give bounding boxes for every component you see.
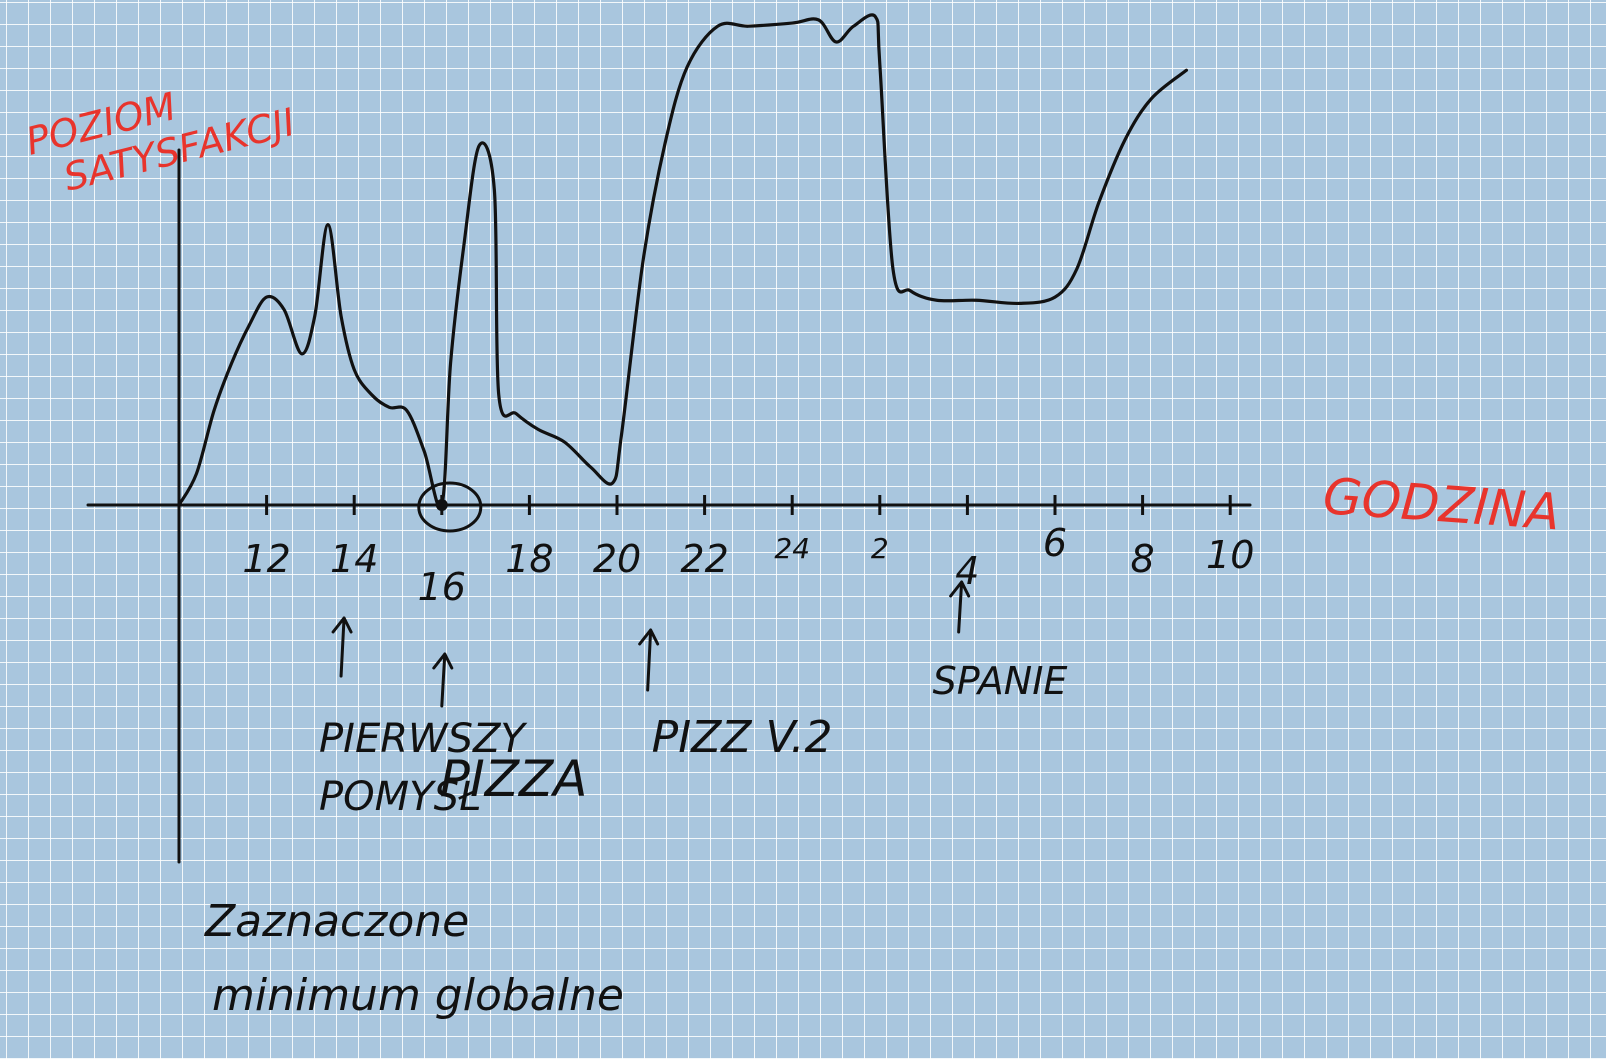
satisfaction-line <box>177 13 1188 510</box>
annotation-label: PIZZA <box>440 750 588 808</box>
annotation-label: SPANIE <box>933 659 1068 703</box>
x-tick-label: 14 <box>330 537 378 581</box>
x-tick-label: 10 <box>1206 533 1254 577</box>
annotation-arrow <box>331 616 353 678</box>
minimum-circle <box>417 481 483 533</box>
annotation-label: POMYSŁ <box>319 774 481 820</box>
x-tick-label: 8 <box>1131 537 1155 581</box>
chart-axes <box>86 148 1252 864</box>
x-tick-label: 22 <box>680 537 728 581</box>
x-tick-label: 18 <box>505 537 553 581</box>
annotation-label: PIERWSZY <box>319 716 528 762</box>
x-tick-label: 16 <box>418 565 466 609</box>
annotation-arrow <box>432 652 454 708</box>
annotation-arrow <box>638 628 660 692</box>
x-tick-label: 20 <box>593 537 641 581</box>
global-minimum-marker <box>417 481 483 533</box>
event-arrows <box>331 580 971 708</box>
x-tick-label: 2 <box>871 532 889 565</box>
x-tick-label: 12 <box>242 537 290 581</box>
global-minimum-note: Zaznaczone minimum globalne <box>204 896 624 1021</box>
annotation-arrow <box>949 580 971 634</box>
x-axis-label: GODZINA <box>1321 467 1562 541</box>
minimum-dot <box>435 499 448 511</box>
axis-labels: POZIOM SATYSFAKCJI GODZINA <box>22 57 1562 541</box>
x-tick-label: 6 <box>1043 521 1067 565</box>
x-tick-label: 24 <box>774 532 810 565</box>
y-axis-label: POZIOM SATYSFAKCJI <box>22 57 300 206</box>
annotation-label: PIZZ V.2 <box>652 712 833 763</box>
